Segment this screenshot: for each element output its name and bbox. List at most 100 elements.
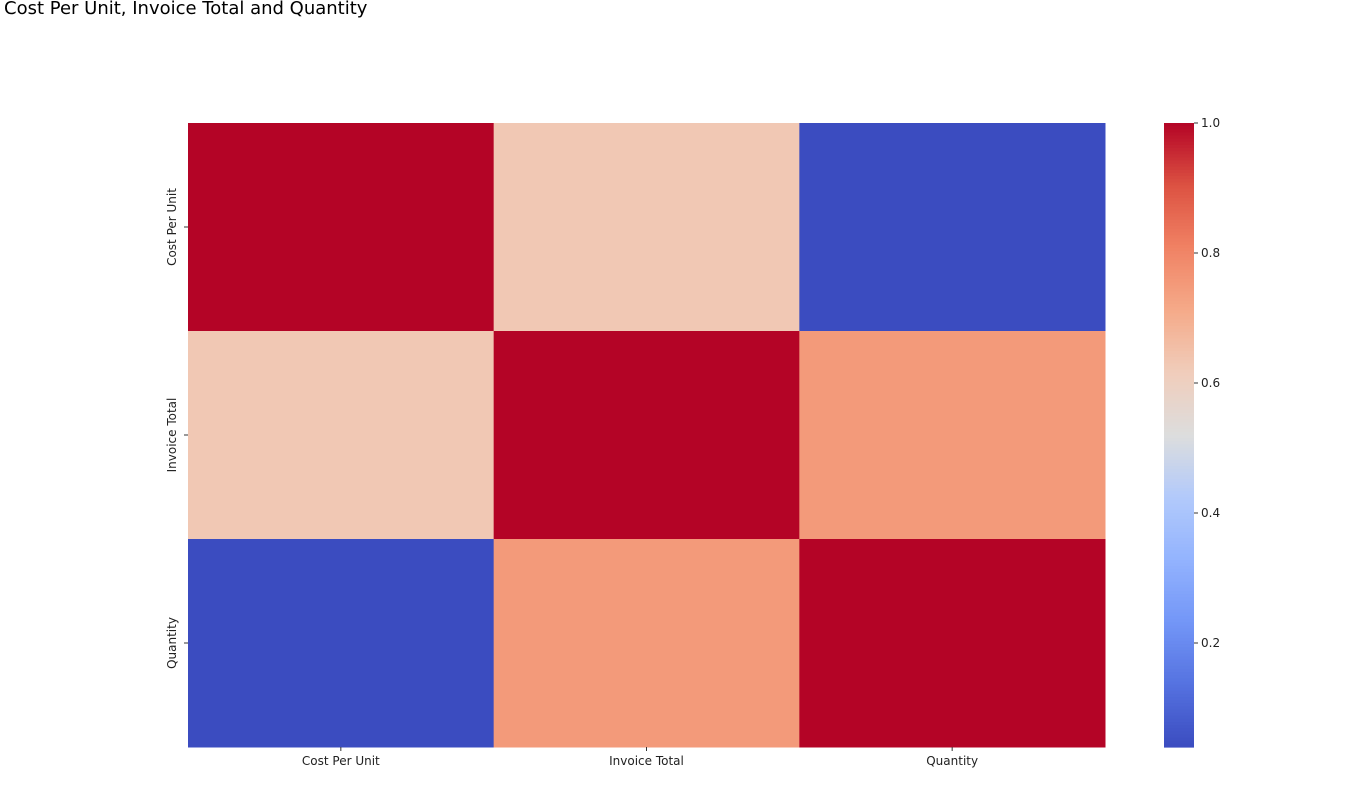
colorbar-segment	[1164, 597, 1194, 601]
colorbar-segment	[1164, 675, 1194, 679]
colorbar-tick-label: 0.6	[1201, 376, 1220, 390]
colorbar-segment	[1164, 569, 1194, 573]
colorbar-segment	[1164, 740, 1194, 745]
colorbar-segment	[1164, 275, 1194, 280]
colorbar-segment	[1164, 525, 1194, 530]
colorbar-segment	[1164, 435, 1194, 439]
heatmap-cell-0-2	[799, 123, 1106, 332]
colorbar-segment	[1164, 291, 1194, 296]
colorbar-segment	[1164, 366, 1194, 371]
colorbar-segment	[1164, 650, 1194, 654]
colorbar-segment	[1164, 494, 1194, 498]
colorbar-segment	[1164, 188, 1194, 193]
colorbar-segment	[1164, 410, 1194, 414]
colorbar-segment	[1164, 294, 1194, 299]
colorbar-segment	[1164, 207, 1194, 211]
colorbar-segment	[1164, 547, 1194, 552]
colorbar-segment	[1164, 725, 1194, 729]
chart-title: Cost Per Unit, Invoice Total and Quantit…	[4, 0, 368, 19]
y-tick-label: Invoice Total	[165, 398, 179, 473]
colorbar-segment	[1164, 310, 1194, 314]
heatmap-cell-2-2	[799, 539, 1106, 748]
x-tick-label: Quantity	[926, 754, 978, 768]
colorbar-segment	[1164, 385, 1194, 389]
colorbar-segment	[1164, 272, 1194, 277]
y-tick-label: Quantity	[165, 617, 179, 669]
colorbar-segment	[1164, 575, 1194, 580]
colorbar-segment	[1164, 169, 1194, 174]
colorbar-segment	[1164, 391, 1194, 396]
colorbar-segment	[1164, 500, 1194, 505]
colorbar-segment	[1164, 537, 1194, 542]
colorbar-segment	[1164, 325, 1194, 330]
y-tick-label: Cost Per Unit	[165, 188, 179, 266]
colorbar-segment	[1164, 709, 1194, 714]
colorbar-segment	[1164, 656, 1194, 661]
colorbar-segment	[1164, 269, 1194, 274]
colorbar-segment	[1164, 578, 1194, 583]
colorbar-segment	[1164, 176, 1194, 180]
colorbar-segment	[1164, 222, 1194, 227]
colorbar-segment	[1164, 235, 1194, 240]
colorbar-segment	[1164, 644, 1194, 648]
colorbar-segment	[1164, 260, 1194, 264]
colorbar-segment	[1164, 544, 1194, 548]
colorbar-segment	[1164, 151, 1194, 155]
colorbar-segment	[1164, 659, 1194, 664]
colorbar-tick-label: 0.2	[1201, 636, 1220, 650]
colorbar-segment	[1164, 241, 1194, 246]
heatmap-cell-1-1	[493, 331, 800, 540]
colorbar-segment	[1164, 619, 1194, 623]
colorbar-segment	[1164, 609, 1194, 614]
colorbar-segment	[1164, 285, 1194, 289]
colorbar-segment	[1164, 519, 1194, 523]
colorbar-segment	[1164, 731, 1194, 736]
heatmap-cell-0-1	[493, 123, 800, 332]
colorbar-segment	[1164, 728, 1194, 732]
heatmap-cell-2-1	[493, 539, 800, 748]
colorbar-segment	[1164, 378, 1194, 383]
colorbar-segment	[1164, 381, 1194, 386]
colorbar-segment	[1164, 425, 1194, 430]
colorbar-segment	[1164, 182, 1194, 186]
colorbar-segment	[1164, 591, 1194, 595]
colorbar-segment	[1164, 428, 1194, 433]
colorbar-segment	[1164, 587, 1194, 592]
colorbar-segment	[1164, 372, 1194, 377]
colorbar-segment	[1164, 132, 1194, 137]
colorbar-segment	[1164, 450, 1194, 455]
colorbar-segment	[1164, 341, 1194, 346]
colorbar-segment	[1164, 553, 1194, 558]
colorbar-segment	[1164, 157, 1194, 162]
y-axis-tick-labels: Cost Per Unit Invoice Total Quantity	[165, 188, 188, 669]
colorbar-tick-label: 1.0	[1201, 116, 1220, 130]
colorbar-segment	[1164, 388, 1194, 392]
colorbar-segment	[1164, 681, 1194, 686]
colorbar-segment	[1164, 347, 1194, 352]
colorbar-segment	[1164, 566, 1194, 570]
colorbar-segment	[1164, 453, 1194, 458]
colorbar-segment	[1164, 129, 1194, 133]
colorbar-segment	[1164, 653, 1194, 658]
colorbar-segment	[1164, 263, 1194, 268]
colorbar-segment	[1164, 406, 1194, 411]
colorbar-segment	[1164, 279, 1194, 283]
colorbar-segment	[1164, 722, 1194, 726]
colorbar-segment	[1164, 684, 1194, 689]
colorbar-segment	[1164, 466, 1194, 470]
colorbar-segment	[1164, 282, 1194, 286]
colorbar-segment	[1164, 706, 1194, 711]
colorbar-segment	[1164, 625, 1194, 630]
colorbar-segment	[1164, 612, 1194, 617]
colorbar-segment	[1164, 213, 1194, 218]
colorbar-segment	[1164, 438, 1194, 442]
colorbar-segment	[1164, 506, 1194, 511]
colorbar-segment	[1164, 288, 1194, 293]
colorbar-segment	[1164, 353, 1194, 358]
colorbar-segment	[1164, 640, 1194, 645]
colorbar-segment	[1164, 338, 1194, 342]
colorbar-segment	[1164, 606, 1194, 611]
colorbar-segment	[1164, 194, 1194, 199]
colorbar-segment	[1164, 541, 1194, 545]
colorbar-segment	[1164, 463, 1194, 467]
